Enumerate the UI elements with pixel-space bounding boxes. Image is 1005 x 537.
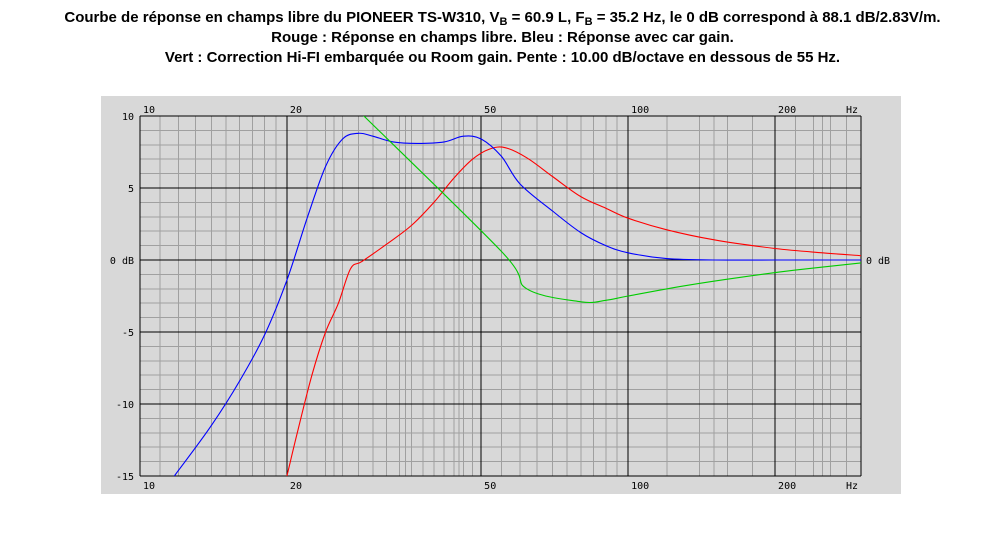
title-prefix: Courbe de réponse en champs libre du PIO… — [64, 9, 500, 26]
title-suffix: = 35.2 Hz, le 0 dB correspond à 88.1 dB/… — [592, 9, 941, 26]
x-tick-label-top: 20 — [290, 105, 302, 116]
x-unit-label-bottom: Hz — [846, 481, 858, 492]
vb-subscript: B — [499, 16, 508, 28]
right-axis-label: 0 dB — [866, 256, 890, 267]
grid — [139, 115, 862, 477]
chart-title-line-2: Rouge : Réponse en champs libre. Bleu : … — [271, 29, 734, 46]
x-tick-label-top: 200 — [778, 105, 796, 116]
x-tick-label-bottom: 20 — [290, 481, 302, 492]
vb-value: = 60.9 L, F — [507, 9, 585, 26]
chart-title-block: Courbe de réponse en champs libre du PIO… — [0, 8, 1005, 68]
x-tick-label-bottom: 100 — [631, 481, 649, 492]
x-tick-label-bottom: 10 — [143, 481, 155, 492]
y-tick-label: 0 dB — [110, 256, 134, 267]
y-tick-label: 10 — [122, 112, 134, 123]
x-tick-label-bottom: 50 — [484, 481, 496, 492]
y-tick-label: -15 — [116, 472, 134, 483]
fb-subscript: B — [584, 16, 593, 28]
x-tick-label-top: 100 — [631, 105, 649, 116]
x-tick-label-top: 50 — [484, 105, 496, 116]
curves — [173, 116, 861, 476]
curve-car_gain — [173, 132, 861, 476]
x-tick-label-top: 10 — [143, 105, 155, 116]
y-tick-label: -5 — [122, 328, 134, 339]
x-unit-label-top: Hz — [846, 105, 858, 116]
chart-title-line-3: Vert : Correction Hi-FI embarquée ou Roo… — [164, 49, 841, 66]
x-tick-label-bottom: 200 — [778, 481, 796, 492]
curve-correction — [363, 116, 861, 304]
curve-free_field — [286, 146, 861, 476]
chart-title-line-1: Courbe de réponse en champs libre du PIO… — [0, 8, 1005, 28]
y-tick-label: -10 — [116, 400, 134, 411]
y-tick-label: 5 — [128, 184, 134, 195]
